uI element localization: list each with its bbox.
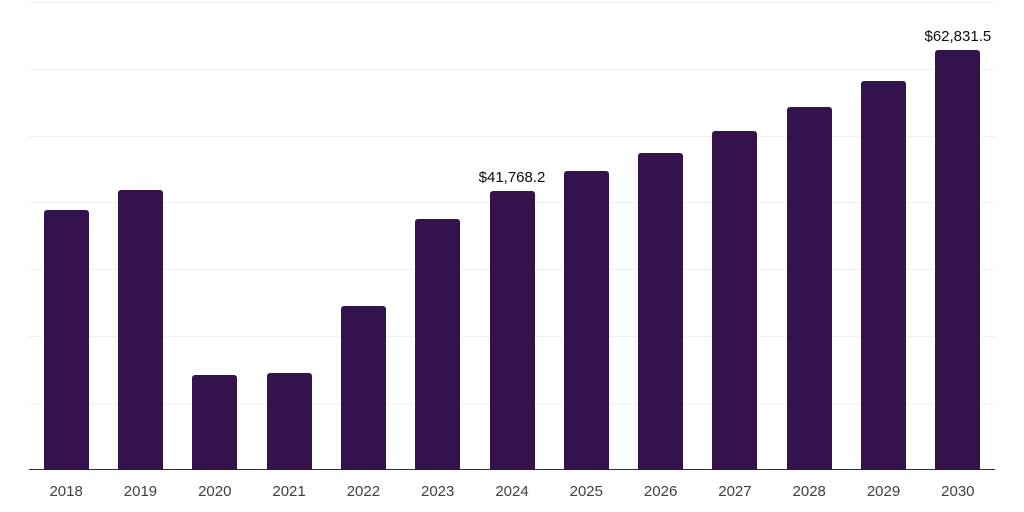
bar-2027 [712, 131, 758, 470]
x-tick-label-2018: 2018 [49, 483, 83, 500]
x-tick-label-2020: 2020 [198, 483, 232, 500]
bar-2029 [861, 80, 907, 470]
x-tick-label-2022: 2022 [346, 483, 381, 500]
bar-2018 [43, 210, 89, 470]
gridline [29, 2, 995, 3]
bar-2021 [266, 373, 312, 470]
bar-2030 [935, 50, 981, 470]
bar-2019 [117, 190, 163, 470]
x-tick-label-2029: 2029 [866, 483, 901, 500]
x-tick-label-2021: 2021 [272, 483, 306, 500]
x-tick-label-2030: 2030 [941, 483, 975, 500]
x-tick-label-2023: 2023 [421, 483, 455, 500]
x-tick-label-2019: 2019 [123, 483, 158, 500]
x-tick-label-2026: 2026 [643, 483, 678, 500]
bar-2024 [489, 191, 535, 470]
data-label-2030: $62,831.5 [924, 28, 992, 46]
gridline [29, 135, 995, 137]
x-tick-label-2025: 2025 [569, 483, 603, 500]
gridline [29, 68, 995, 70]
bar-2022 [340, 306, 386, 470]
bar-2026 [638, 152, 684, 470]
bar-2020 [192, 374, 238, 470]
bar-2028 [786, 107, 832, 470]
x-tick-label-2024: 2024 [495, 483, 529, 500]
x-tick-label-2027: 2027 [718, 483, 752, 500]
plot-area: $41,768.2 $62,831.5 [29, 0, 995, 470]
x-tick-label-2028: 2028 [792, 483, 826, 500]
data-label-2024: $41,768.2 [478, 169, 546, 187]
bar-2025 [563, 170, 609, 470]
bar-2023 [415, 219, 461, 470]
